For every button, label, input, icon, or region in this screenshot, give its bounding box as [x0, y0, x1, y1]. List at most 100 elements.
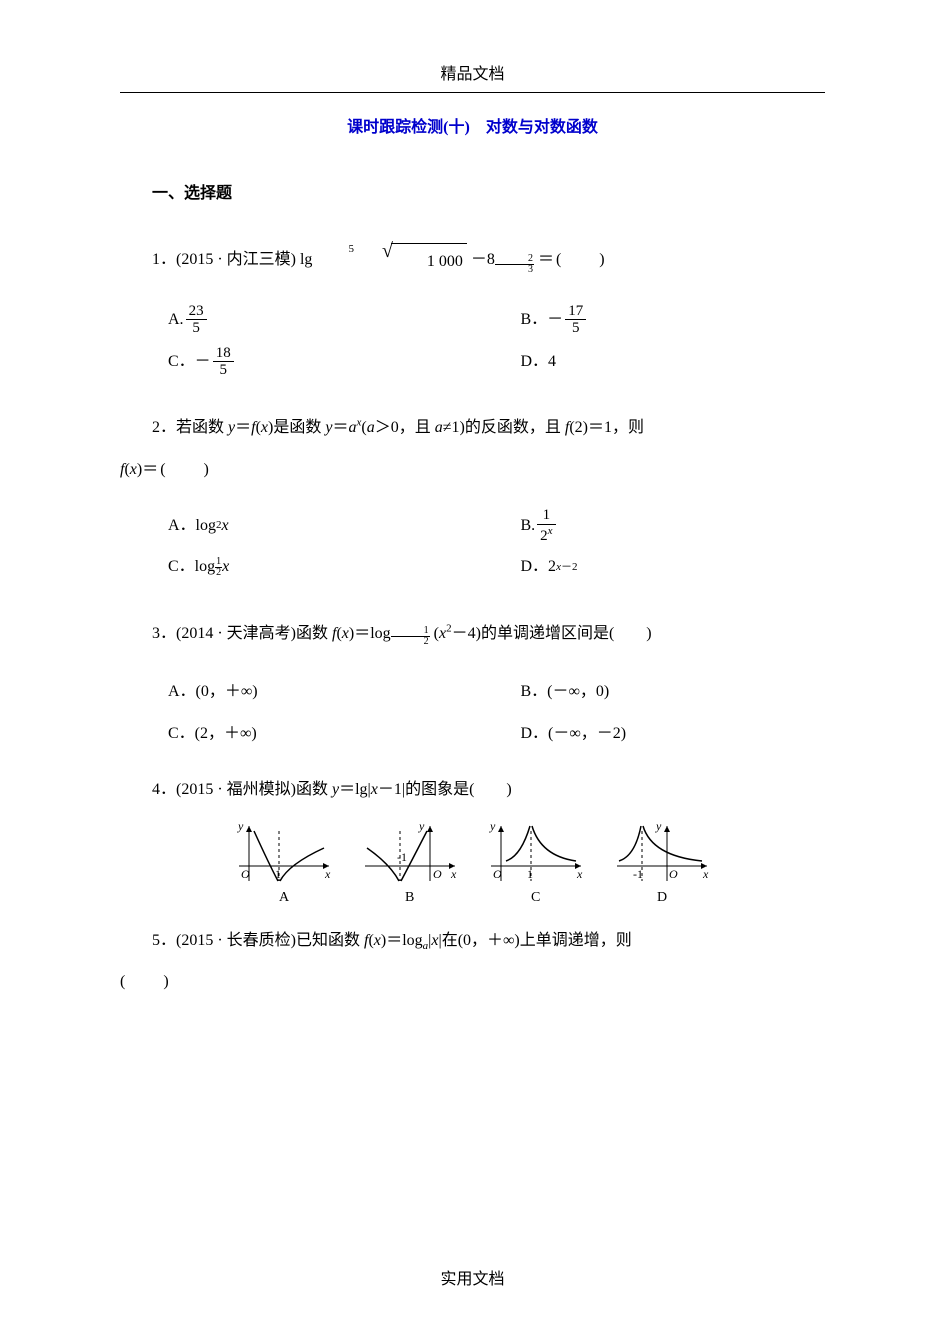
d: 2	[391, 637, 430, 647]
graph-label: B	[405, 890, 414, 905]
q1-minus: －8	[471, 251, 495, 268]
t: ≠1)的反函数，且	[443, 419, 565, 436]
var-a: a	[367, 419, 375, 436]
var-x: x	[261, 419, 268, 436]
q1-option-c: C．－ 185	[120, 341, 473, 383]
sub-frac: 12	[391, 626, 430, 647]
axis-x: x	[450, 867, 457, 881]
t: ＞0，且	[375, 419, 435, 436]
question-3: 3．(2014 · 天津高考)函数 f(x)＝log12 (x2－4)的单调递增…	[120, 616, 825, 651]
opt-label: D．2	[521, 546, 557, 588]
denominator: 5	[213, 362, 234, 379]
graph-c: O 1 x y C	[481, 816, 591, 906]
q2-option-b: B. 12x	[473, 505, 826, 547]
var-f: f	[364, 932, 368, 949]
q3-option-d: D．(－∞，－2)	[473, 713, 826, 755]
t: 5．(2015 · 长春质检)已知函数	[152, 932, 364, 949]
question-2-line2: f(x)＝( )	[120, 452, 825, 487]
t: ＝log	[386, 932, 422, 949]
axis-neg1: -1	[633, 867, 643, 881]
var-f: f	[251, 419, 255, 436]
t: －4)的单调递增区间是( )	[452, 625, 652, 642]
var-x: x	[130, 461, 137, 478]
axis-one: 1	[527, 867, 533, 881]
axis-o: O	[493, 867, 502, 881]
fraction: 175	[565, 303, 586, 337]
fraction: 185	[213, 345, 234, 379]
page: 精品文档 课时跟踪检测(十) 对数与对数函数 一、选择题 1．(2015 · 内…	[0, 0, 945, 1337]
header-rule	[120, 92, 825, 93]
var-x: x	[374, 932, 381, 949]
numerator: 17	[565, 303, 586, 321]
axis-y: y	[655, 819, 662, 833]
footer-label: 实用文档	[0, 1265, 945, 1289]
sup-x: x	[548, 525, 553, 537]
axis-x: x	[702, 867, 709, 881]
t: (2)＝1，则	[569, 419, 644, 436]
graph-label: A	[279, 890, 290, 905]
q2-option-d: D．2x－2	[473, 546, 826, 588]
sup: x－2	[556, 553, 577, 582]
q2-options: A．log2x B. 12x C．log12x D．2x－2	[120, 505, 825, 588]
denominator: 5	[186, 320, 207, 337]
var-f: f	[120, 461, 124, 478]
axis-o: O	[241, 867, 250, 881]
t: 是函数	[273, 419, 325, 436]
var-x: x	[556, 561, 561, 573]
t: －1|的图象是( )	[378, 781, 512, 798]
axis-y: y	[418, 819, 425, 833]
numerator: 18	[213, 345, 234, 363]
q1-option-b: B．－ 175	[473, 299, 826, 341]
axis-o: O	[433, 867, 442, 881]
q1-prefix: 1．(2015 · 内江三模) lg	[152, 251, 312, 268]
fraction: 235	[186, 303, 207, 337]
axis-x: x	[576, 867, 583, 881]
question-4: 4．(2015 · 福州模拟)函数 y＝lg|x－1|的图象是( )	[120, 772, 825, 807]
var-x: x	[342, 625, 349, 642]
var-a: a	[435, 419, 443, 436]
t: ＝	[332, 419, 348, 436]
axis-o: O	[669, 867, 678, 881]
q2-option-a: A．log2x	[120, 505, 473, 547]
opt-label: A.	[168, 299, 184, 341]
numerator: 23	[186, 303, 207, 321]
t: |在(0，＋∞)上单调递增，则	[438, 932, 631, 949]
header-label: 精品文档	[120, 60, 825, 84]
radical: 5 √ 1 000	[316, 241, 466, 279]
q3-option-b: B．(－∞，0)	[473, 671, 826, 713]
var-x: x	[222, 546, 229, 588]
axis-neg1: -1	[397, 850, 407, 864]
exp-two-thirds: 23	[495, 254, 534, 275]
numerator: 1	[537, 507, 555, 525]
section-heading: 一、选择题	[120, 179, 825, 203]
radicand: 1 000	[391, 243, 467, 279]
q3-option-a: A．(0，＋∞)	[120, 671, 473, 713]
opt-label: B.	[521, 505, 536, 547]
q2-option-c: C．log12x	[120, 546, 473, 588]
q4-graphs: O 1 x y A O -1 x y B	[120, 816, 825, 911]
graph-label: C	[531, 890, 540, 905]
t: 4．(2015 · 福州模拟)函数	[152, 781, 332, 798]
var-a: a	[349, 419, 357, 436]
t: ＝log	[354, 625, 390, 642]
question-5: 5．(2015 · 长春质检)已知函数 f(x)＝loga|x|在(0，＋∞)上…	[120, 923, 825, 958]
var-x: x	[222, 505, 229, 547]
graph-label: D	[657, 890, 667, 905]
question-5-line2: ( )	[120, 964, 825, 999]
question-2: 2．若函数 y＝f(x)是函数 y＝ax(a＞0，且 a≠1)的反函数，且 f(…	[120, 410, 825, 445]
q1-option-d: D．4	[473, 341, 826, 383]
axis-y: y	[237, 819, 244, 833]
blank: ＝( )	[142, 461, 211, 478]
axis-y: y	[489, 819, 496, 833]
t: ＝	[235, 419, 251, 436]
graph-b: O -1 x y B	[355, 816, 465, 906]
surd-symbol: √	[350, 241, 393, 261]
var-x: x	[371, 781, 378, 798]
q1-option-a: A. 235	[120, 299, 473, 341]
denominator: 2x	[537, 525, 555, 545]
graph-d: O -1 x y D	[607, 816, 717, 906]
axis-one: 1	[275, 867, 281, 881]
opt-label: C．－	[168, 341, 211, 383]
denominator: 5	[565, 320, 586, 337]
blank: ( )	[120, 973, 171, 990]
